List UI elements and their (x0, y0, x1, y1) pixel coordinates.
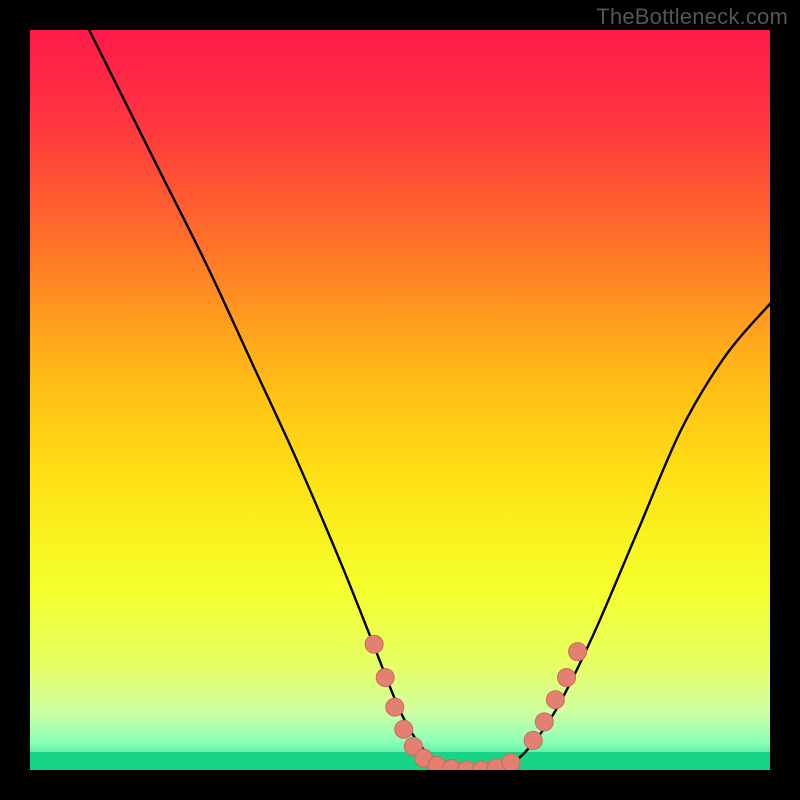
data-marker (535, 713, 553, 731)
data-marker (558, 669, 576, 687)
plot-area (30, 30, 770, 770)
data-marker (395, 720, 413, 738)
data-marker (386, 698, 404, 716)
data-marker (502, 754, 520, 770)
curve-layer (30, 30, 770, 770)
data-marker (524, 731, 542, 749)
data-marker (365, 635, 383, 653)
chart-frame: TheBottleneck.com (0, 0, 800, 800)
data-markers (365, 635, 586, 770)
bottleneck-curve (89, 30, 770, 770)
data-marker (569, 643, 587, 661)
data-marker (546, 691, 564, 709)
watermark-text: TheBottleneck.com (596, 4, 788, 30)
data-marker (376, 669, 394, 687)
